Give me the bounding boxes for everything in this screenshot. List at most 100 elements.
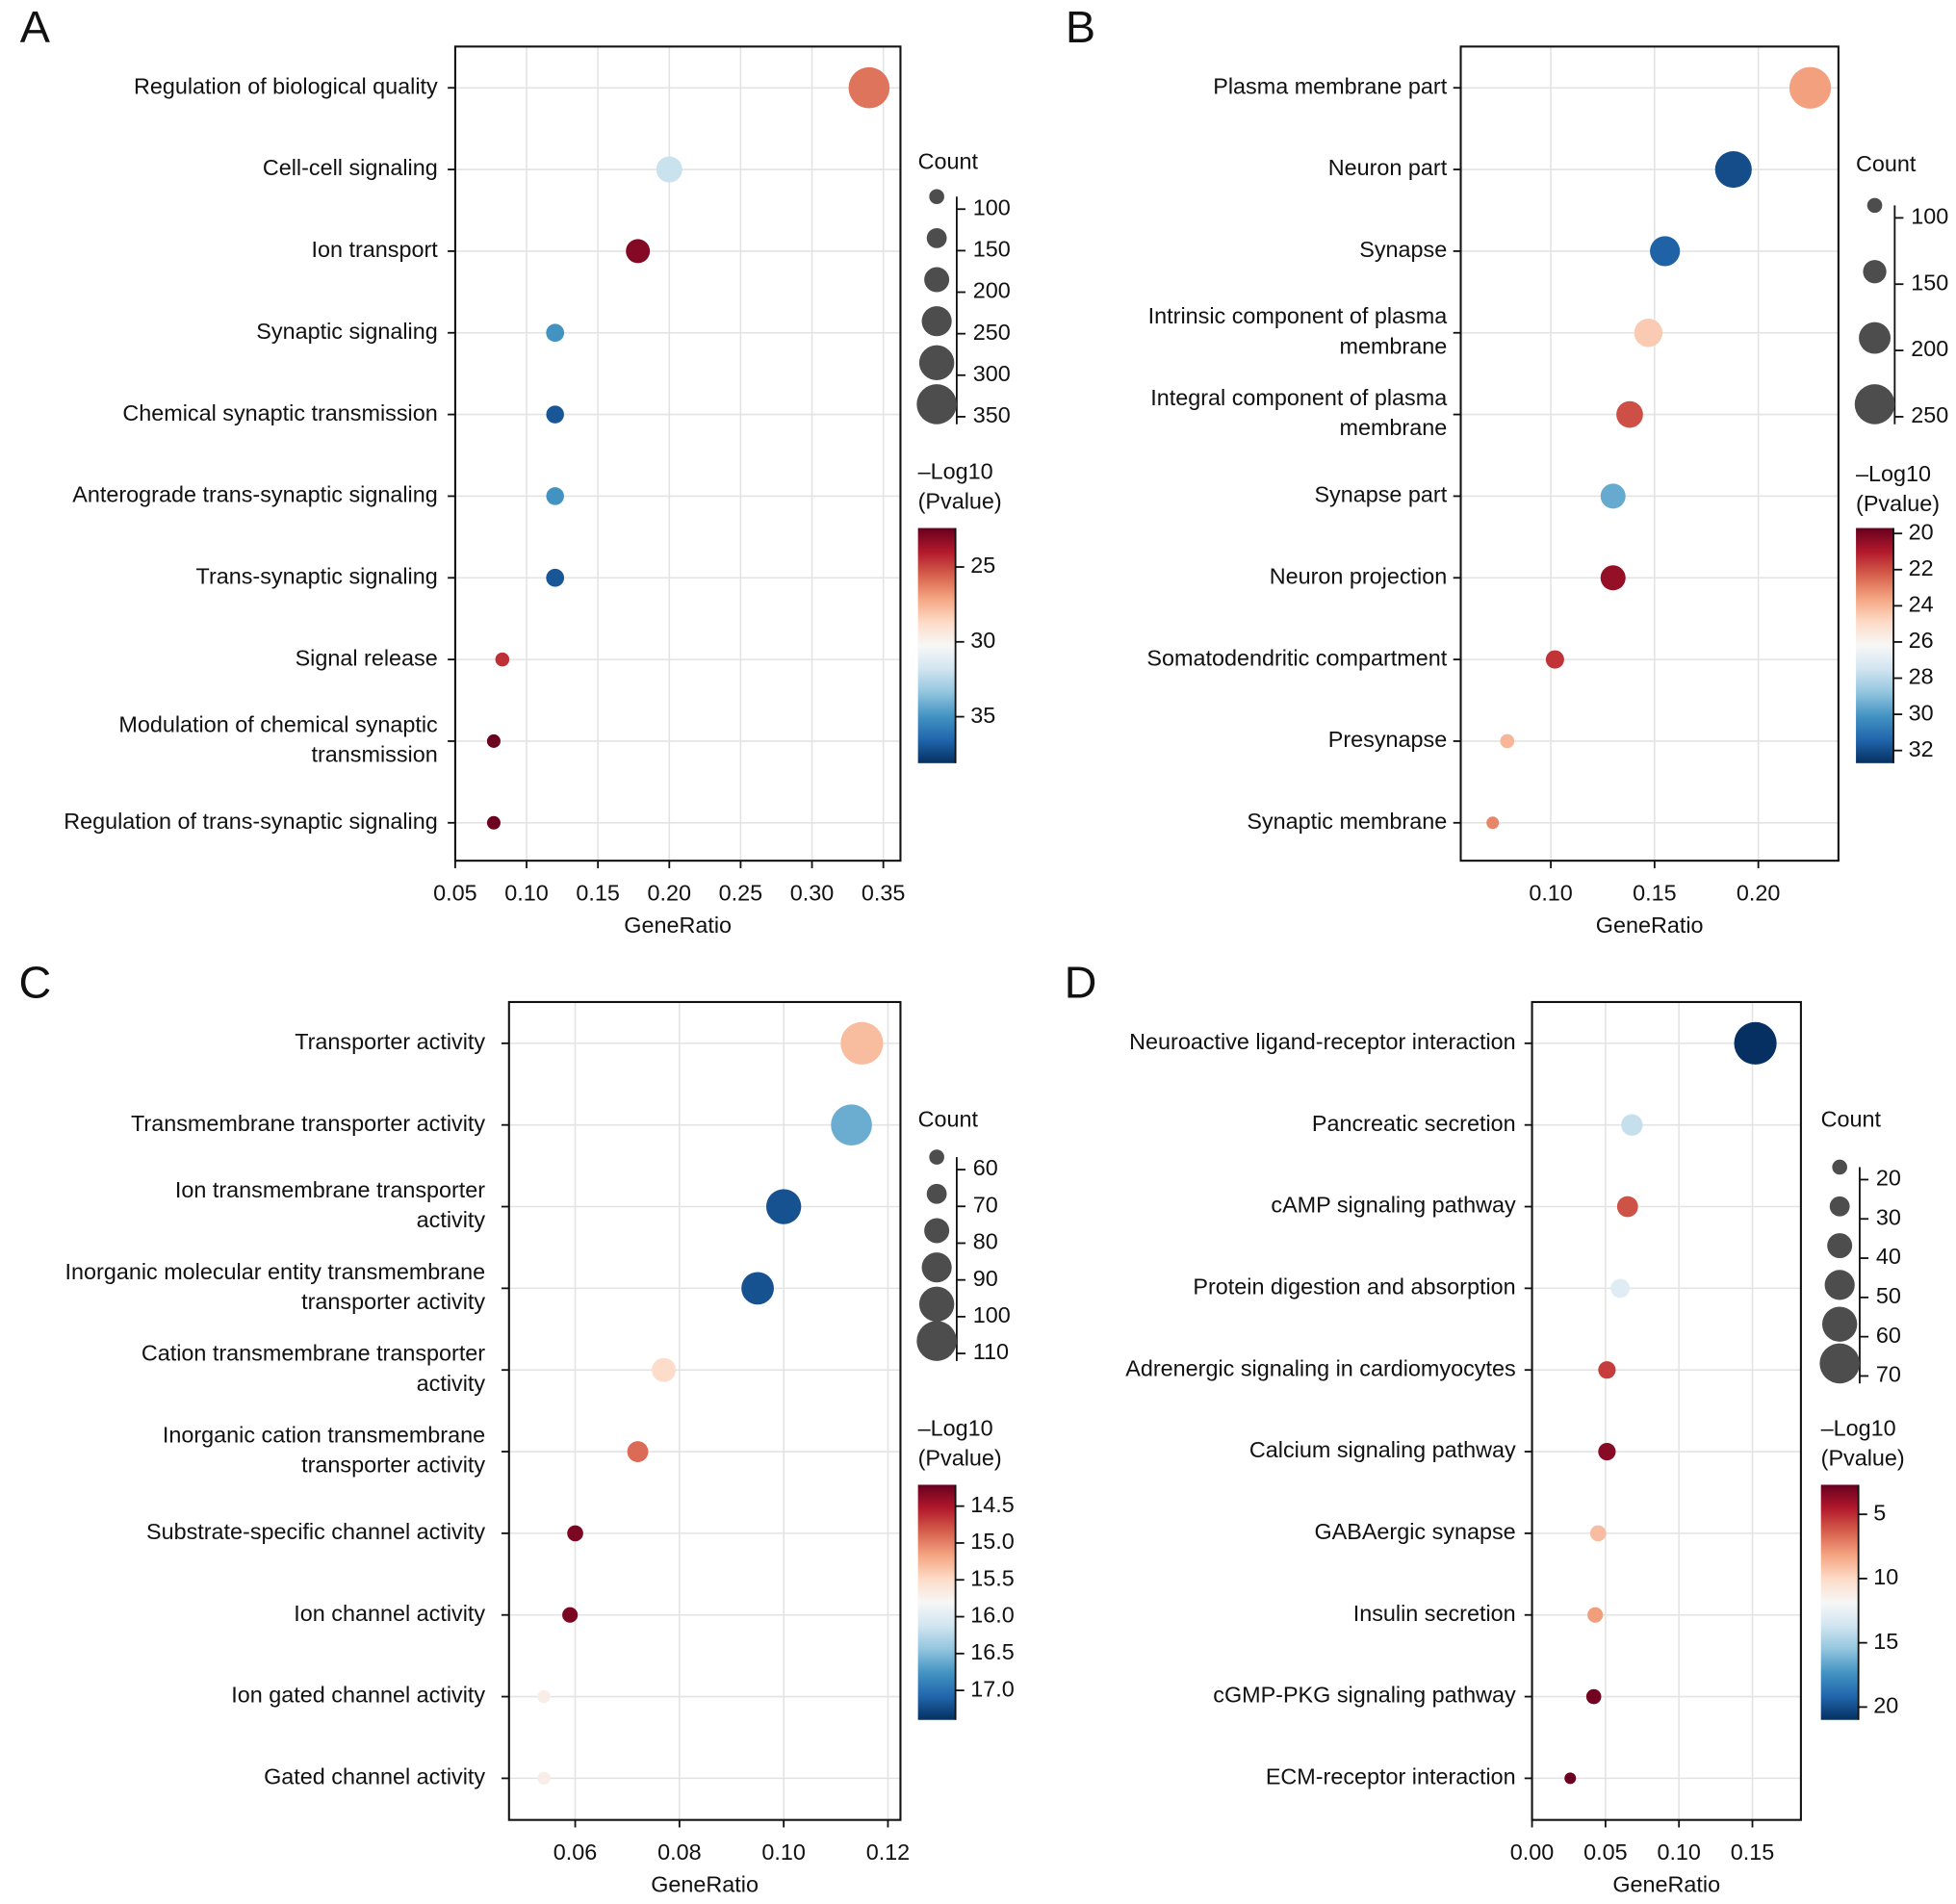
category-label: Ion channel activity: [294, 1601, 485, 1626]
bubble: [627, 1441, 649, 1462]
panel-letter: D: [1065, 957, 1097, 1007]
x-tick-label: 0.08: [657, 1840, 702, 1865]
bubble: [1589, 1525, 1607, 1542]
bubble: [546, 568, 565, 587]
size-legend-dot: [926, 1183, 947, 1204]
category-label: Synaptic membrane: [1247, 809, 1447, 834]
bubble: [1616, 400, 1643, 428]
bubble: [537, 1771, 551, 1786]
category-label: Protein digestion and absorption: [1193, 1274, 1515, 1299]
bubble: [1789, 66, 1832, 109]
category-label: Insulin secretion: [1353, 1601, 1516, 1626]
size-legend-label: 100: [973, 1302, 1011, 1327]
size-legend-label: 60: [973, 1155, 998, 1180]
size-legend-dot: [921, 306, 952, 337]
x-tick-label: 0.12: [866, 1840, 911, 1865]
bubble: [656, 156, 682, 183]
bubble: [741, 1272, 774, 1305]
colorbar-label: 16.5: [970, 1639, 1015, 1664]
size-legend-dot: [1866, 197, 1883, 214]
x-tick-label: 0.35: [862, 880, 906, 905]
size-legend-label: 110: [973, 1339, 1009, 1364]
size-legend-dot: [924, 1218, 950, 1244]
size-legend-dot: [916, 1321, 957, 1361]
size-legend-dot: [926, 228, 947, 248]
bubble: [626, 239, 651, 264]
x-axis-title: GeneRatio: [624, 913, 732, 938]
size-legend-label: 70: [973, 1192, 998, 1217]
size-legend-label: 70: [1876, 1362, 1901, 1387]
x-tick-label: 0.25: [719, 880, 763, 905]
bubble: [848, 66, 890, 109]
category-label: cAMP signaling pathway: [1271, 1193, 1516, 1218]
size-legend-dot: [929, 1149, 944, 1165]
x-tick-label: 0.20: [1737, 880, 1781, 905]
color-legend-title: –Log10 (Pvalue): [918, 459, 1002, 514]
bubble: [1585, 1688, 1602, 1705]
category-label: Ion transport: [311, 237, 438, 262]
size-legend-label: 250: [973, 320, 1011, 345]
bubble: [1564, 1772, 1577, 1785]
plot-frame: [1459, 45, 1840, 862]
category-label: Pancreatic secretion: [1312, 1111, 1516, 1136]
size-legend-label: 150: [1911, 270, 1948, 295]
plot-frame: [453, 45, 902, 862]
category-label: Regulation of biological quality: [134, 73, 438, 98]
size-legend-label: 20: [1876, 1166, 1901, 1191]
bubble: [840, 1021, 884, 1065]
panel-letter: B: [1066, 2, 1095, 52]
size-legend-dot: [918, 1286, 955, 1323]
size-legend-dot: [1854, 384, 1895, 425]
color-legend-title: –Log10 (Pvalue): [1821, 1415, 1905, 1470]
category-label: Neuron projection: [1270, 563, 1448, 588]
size-legend-dot: [1863, 260, 1887, 284]
category-label: Ion transmembrane transporter activity: [175, 1177, 486, 1232]
category-label: Neuron part: [1328, 155, 1448, 180]
color-legend-title: –Log10 (Pvalue): [918, 1415, 1002, 1470]
category-label: Signal release: [296, 645, 438, 670]
colorbar-label: 22: [1909, 555, 1934, 580]
category-label: Cation transmembrane transporter activity: [142, 1341, 486, 1396]
category-label: Synapse: [1359, 237, 1447, 262]
x-tick-label: 0.20: [648, 880, 692, 905]
category-label: Transmembrane transporter activity: [131, 1111, 485, 1136]
bubble: [1600, 565, 1626, 591]
size-legend-label: 250: [1911, 402, 1948, 427]
size-legend-dot: [1829, 1196, 1850, 1217]
colorbar-label: 25: [970, 553, 995, 578]
x-tick-label: 0.10: [1529, 880, 1573, 905]
size-legend-label: 150: [973, 237, 1011, 262]
x-tick-label: 0.15: [1731, 1840, 1774, 1865]
x-tick-label: 0.10: [1657, 1840, 1700, 1865]
bubble: [1650, 236, 1681, 267]
category-label: Regulation of trans-synaptic signaling: [64, 809, 438, 834]
bubble: [1587, 1607, 1604, 1623]
panel-letter: A: [20, 2, 51, 52]
bubble: [495, 652, 510, 667]
colorbar-label: 15: [1873, 1629, 1898, 1654]
bubble: [1621, 1114, 1643, 1136]
colorbar-label: 20: [1909, 519, 1934, 544]
category-label: Cell-cell signaling: [263, 155, 438, 180]
category-label: Chemical synaptic transmission: [122, 400, 437, 425]
size-legend-label: 50: [1876, 1283, 1901, 1308]
x-tick-label: 0.00: [1510, 1840, 1554, 1865]
colorbar-label: 5: [1873, 1500, 1886, 1525]
size-legend-dot: [1827, 1233, 1853, 1259]
x-tick-label: 0.05: [433, 880, 476, 905]
bubble: [652, 1357, 677, 1382]
x-axis-title: GeneRatio: [651, 1872, 759, 1897]
x-tick-label: 0.15: [576, 880, 620, 905]
bubble: [1734, 1021, 1777, 1065]
size-legend-label: 300: [973, 361, 1011, 386]
size-legend-label: 200: [973, 278, 1011, 303]
panel: A 0.05 0.10 0.15 0.20 0.25 0.30 0.35 GeneRatio Re…: [20, 2, 1011, 938]
category-label: Synaptic signaling: [256, 319, 437, 344]
size-legend-dot: [1821, 1306, 1858, 1342]
bubble: [1486, 816, 1500, 830]
size-legend-dot: [918, 345, 955, 380]
bubble: [562, 1607, 579, 1623]
size-legend-label: 60: [1876, 1323, 1901, 1348]
x-tick-label: 0.30: [790, 880, 835, 905]
